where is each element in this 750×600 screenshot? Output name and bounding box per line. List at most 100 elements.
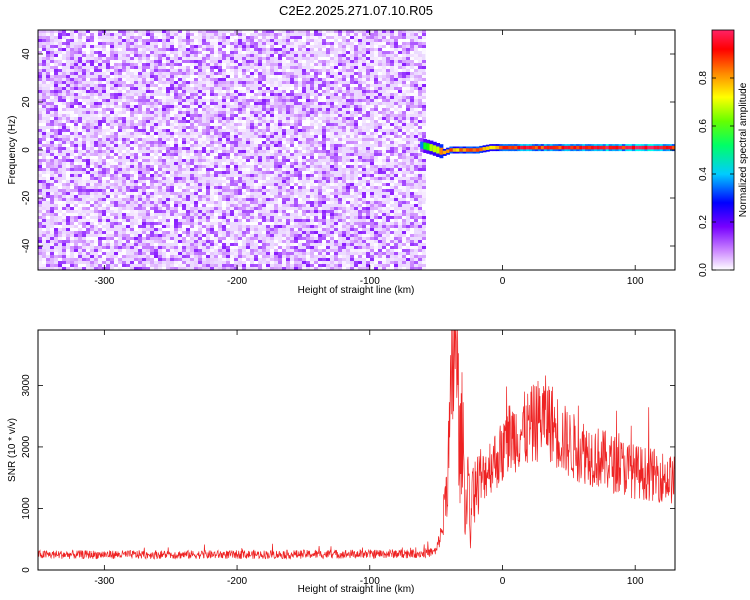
heatmap-noise-cell [246, 240, 250, 243]
heatmap-noise-cell [82, 75, 86, 78]
heatmap-noise-cell [334, 213, 338, 216]
heatmap-noise-cell [298, 207, 302, 210]
heatmap-noise-cell [74, 204, 78, 207]
heatmap-noise-cell [82, 216, 86, 219]
heatmap-noise-cell [290, 156, 294, 159]
heatmap-noise-cell [282, 246, 286, 249]
heatmap-noise-cell [330, 114, 334, 117]
heatmap-noise-cell [178, 183, 182, 186]
heatmap-noise-cell [154, 78, 158, 81]
heatmap-noise-cell [238, 150, 242, 153]
heatmap-noise-cell [154, 126, 158, 129]
heatmap-noise-cell [170, 246, 174, 249]
heatmap-noise-cell [186, 96, 190, 99]
heatmap-noise-cell [50, 177, 54, 180]
heatmap-noise-cell [246, 48, 250, 51]
heatmap-noise-cell [166, 51, 170, 54]
heatmap-noise-cell [318, 93, 322, 96]
heatmap-noise-cell [46, 57, 50, 60]
heatmap-noise-cell [138, 261, 142, 264]
heatmap-noise-cell [58, 144, 62, 147]
heatmap-noise-cell [326, 48, 330, 51]
heatmap-noise-cell [182, 222, 186, 225]
heatmap-noise-cell [242, 84, 246, 87]
heatmap-noise-cell [154, 96, 158, 99]
heatmap-noise-cell [38, 30, 42, 33]
heatmap-noise-cell [150, 222, 154, 225]
heatmap-noise-cell [330, 102, 334, 105]
heatmap-noise-cell [38, 141, 42, 144]
heatmap-noise-cell [70, 180, 74, 183]
heatmap-noise-cell [82, 132, 86, 135]
heatmap-noise-cell [270, 258, 274, 261]
heatmap-noise-cell [110, 216, 114, 219]
heatmap-noise-cell [170, 264, 174, 267]
heatmap-noise-cell [90, 114, 94, 117]
heatmap-noise-cell [114, 210, 118, 213]
heatmap-noise-cell [210, 234, 214, 237]
heatmap-noise-cell [42, 267, 46, 270]
heatmap-noise-cell [54, 255, 58, 258]
heatmap-noise-cell [286, 222, 290, 225]
heatmap-noise-cell [206, 90, 210, 93]
heatmap-noise-cell [226, 261, 230, 264]
heatmap-noise-cell [178, 168, 182, 171]
heatmap-noise-cell [202, 102, 206, 105]
heatmap-noise-cell [270, 48, 274, 51]
heatmap-noise-cell [102, 45, 106, 48]
heatmap-noise-cell [262, 189, 266, 192]
heatmap-noise-cell [142, 183, 146, 186]
heatmap-noise-cell [310, 234, 314, 237]
heatmap-noise-cell [210, 222, 214, 225]
heatmap-noise-cell [270, 228, 274, 231]
heatmap-noise-cell [114, 39, 118, 42]
heatmap-noise-cell [258, 126, 262, 129]
heatmap-noise-cell [246, 159, 250, 162]
heatmap-noise-cell [258, 150, 262, 153]
heatmap-noise-cell [218, 231, 222, 234]
heatmap-noise-cell [242, 210, 246, 213]
heatmap-noise-cell [50, 117, 54, 120]
heatmap-noise-cell [46, 90, 50, 93]
heatmap-noise-cell [106, 198, 110, 201]
heatmap-noise-cell [298, 129, 302, 132]
heatmap-noise-cell [338, 69, 342, 72]
heatmap-noise-cell [50, 213, 54, 216]
heatmap-noise-cell [166, 126, 170, 129]
heatmap-noise-cell [50, 147, 54, 150]
heatmap-noise-cell [338, 93, 342, 96]
heatmap-noise-cell [78, 90, 82, 93]
heatmap-noise-cell [298, 180, 302, 183]
heatmap-noise-cell [218, 63, 222, 66]
heatmap-noise-cell [158, 240, 162, 243]
heatmap-noise-cell [218, 219, 222, 222]
heatmap-noise-cell [274, 72, 278, 75]
heatmap-noise-cell [310, 51, 314, 54]
heatmap-noise-cell [154, 84, 158, 87]
heatmap-noise-cell [46, 78, 50, 81]
heatmap-noise-cell [66, 75, 70, 78]
heatmap-noise-cell [190, 249, 194, 252]
heatmap-noise-cell [62, 135, 66, 138]
heatmap-noise-cell [178, 231, 182, 234]
heatmap-noise-cell [170, 36, 174, 39]
heatmap-noise-cell [266, 243, 270, 246]
heatmap-noise-cell [118, 141, 122, 144]
heatmap-noise-cell [318, 150, 322, 153]
heatmap-noise-cell [206, 126, 210, 129]
heatmap-noise-cell [318, 48, 322, 51]
heatmap-noise-cell [102, 210, 106, 213]
heatmap-noise-cell [198, 105, 202, 108]
heatmap-noise-cell [174, 123, 178, 126]
heatmap-noise-cell [62, 111, 66, 114]
heatmap-noise-cell [310, 78, 314, 81]
heatmap-noise-cell [126, 45, 130, 48]
heatmap-noise-cell [206, 60, 210, 63]
heatmap-noise-cell [334, 108, 338, 111]
heatmap-noise-cell [182, 171, 186, 174]
heatmap-noise-cell [234, 177, 238, 180]
heatmap-noise-cell [166, 135, 170, 138]
heatmap-noise-cell [226, 264, 230, 267]
heatmap-noise-cell [298, 156, 302, 159]
heatmap-noise-cell [66, 126, 70, 129]
